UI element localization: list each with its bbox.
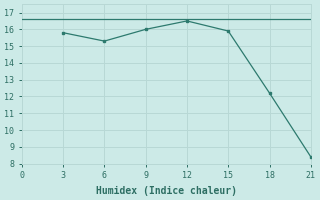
X-axis label: Humidex (Indice chaleur): Humidex (Indice chaleur) (96, 186, 237, 196)
